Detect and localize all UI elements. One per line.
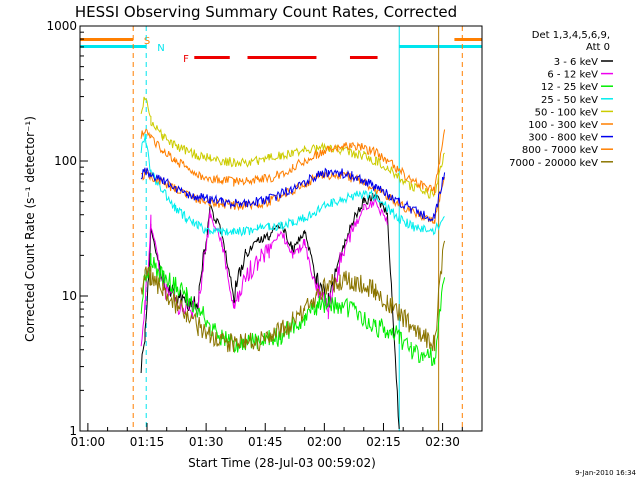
flag-label-n: N: [157, 43, 164, 54]
flag-label-s: S: [144, 36, 150, 47]
y-tick-label-1: 10: [62, 289, 77, 303]
y-tick-label-3: 1000: [46, 19, 77, 33]
series-line-8: [140, 240, 446, 353]
x-tick-label-2: 01:30: [189, 435, 224, 449]
legend-header-2: Att 0: [586, 42, 610, 53]
series-line-6: [140, 167, 446, 222]
x-tick-label-1: 01:15: [130, 435, 165, 449]
x-tick-label-6: 02:30: [425, 435, 460, 449]
x-tick-label-5: 02:15: [366, 435, 401, 449]
series-line-3: [140, 133, 445, 237]
legend-label-1: 6 - 12 keV: [547, 70, 598, 81]
legend-label-6: 300 - 800 keV: [528, 133, 598, 144]
series-line-4: [140, 96, 445, 199]
plot-frame: [79, 25, 483, 432]
series-line-7: [140, 128, 446, 195]
series-line-0: [140, 193, 400, 429]
x-tick-label-3: 01:45: [248, 435, 283, 449]
legend-label-0: 3 - 6 keV: [554, 57, 598, 68]
series-line-1: [140, 195, 388, 347]
y-axis-label: Corrected Count Rate (s⁻¹ detector⁻¹): [23, 116, 37, 342]
legend-label-3: 25 - 50 keV: [541, 95, 598, 106]
y-tick-label-2: 100: [54, 154, 77, 168]
x-axis-label: Start Time (28-Jul-03 00:59:02): [188, 456, 376, 470]
flag-label-f: F: [183, 54, 189, 65]
legend-label-5: 100 - 300 keV: [528, 120, 598, 131]
x-tick-label-0: 01:00: [71, 435, 106, 449]
legend-label-7: 800 - 7000 keV: [522, 145, 598, 156]
x-tick-label-4: 02:00: [307, 435, 342, 449]
legend-header-1: Det 1,3,4,5,6,9,: [532, 30, 610, 41]
y-tick-label-0: 1: [69, 424, 77, 438]
footer-date: 9-Jan-2010 16:34: [575, 469, 636, 477]
plot-area: SN F 01:00 01:15 01:30 01:45 02:00 02:15 02:30 1 1…: [46, 19, 482, 449]
legend-label-2: 12 - 25 keV: [541, 82, 598, 93]
chart-title: HESSI Observing Summary Count Rates, Cor…: [75, 3, 457, 21]
legend-label-8: 7000 - 20000 keV: [509, 158, 598, 169]
legend-label-4: 50 - 100 keV: [535, 107, 599, 118]
